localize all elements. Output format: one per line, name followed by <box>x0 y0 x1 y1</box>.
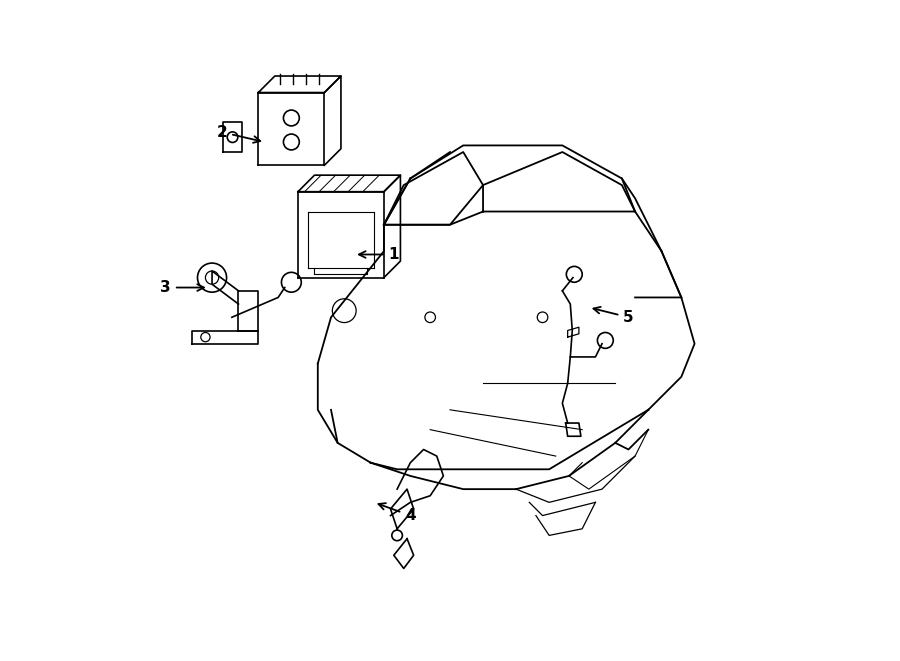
Text: 3: 3 <box>160 280 204 295</box>
Text: 2: 2 <box>217 125 260 143</box>
Text: 4: 4 <box>379 503 416 523</box>
Text: 1: 1 <box>359 247 399 262</box>
Text: 5: 5 <box>593 307 634 325</box>
